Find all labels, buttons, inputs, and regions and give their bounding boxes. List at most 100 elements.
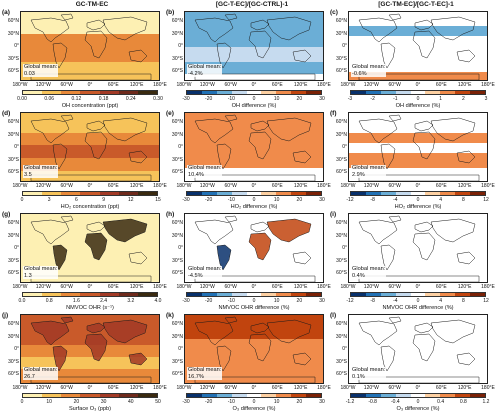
global-mean-label: Global mean:: [188, 367, 222, 374]
lon-tick-label: 120°W: [35, 82, 51, 88]
field-band: [185, 153, 323, 168]
coastline: [52, 345, 68, 372]
colorbar-tick-label: -20: [205, 197, 213, 203]
colorbar-tick-label: 4: [439, 298, 443, 304]
coastline: [388, 215, 402, 223]
coastline: [248, 131, 272, 160]
colorbar-tick-label: 30: [319, 96, 325, 102]
colorbar-swatch: [365, 394, 381, 397]
lat-tick-label: 60°S: [336, 169, 347, 175]
coastline: [128, 251, 148, 265]
lat-tick-label: 60°N: [7, 18, 19, 24]
lon-tick-label: 180°W: [176, 385, 192, 391]
colorbar-swatch: [395, 192, 411, 195]
colorbar-swatch: [470, 394, 486, 397]
colorbar-tick-label: 20: [296, 96, 303, 102]
coastline: [30, 17, 70, 43]
lon-tick-label: 180°W: [12, 82, 28, 88]
colorbar-tick-label: 0: [20, 197, 24, 203]
coastline: [456, 352, 476, 366]
colorbar-swatch: [440, 394, 456, 397]
lon-tick-label: 180°W: [12, 183, 28, 189]
colorbar-tick-label: -30: [182, 298, 190, 304]
field-band: [349, 36, 487, 52]
coastline: [216, 143, 232, 170]
coastline: [194, 275, 316, 282]
colorbar-h: [186, 292, 322, 297]
lat-tick-label: 60°N: [7, 321, 19, 327]
panel-label-a: (a): [2, 9, 10, 16]
colorbar-tick-label: -8: [370, 197, 375, 203]
colorbar-tick-label: 12: [128, 197, 134, 203]
coastline: [358, 376, 480, 383]
lon-tick-label: 120°E: [457, 284, 472, 290]
colorbar-tick-label: 50: [155, 399, 161, 405]
lon-tick-label: 60°E: [435, 82, 447, 88]
colorbar-swatch: [276, 394, 292, 397]
colorbar-tick-label: -30: [182, 197, 190, 203]
colorbar-swatch: [395, 91, 411, 94]
global-mean-value: -4.2%: [188, 70, 203, 77]
field-band: [21, 274, 159, 282]
coastline: [224, 114, 238, 122]
colorbar-swatch: [410, 91, 426, 94]
lat-tick-label: 0°: [342, 346, 347, 352]
colorbar-tick-label: 0: [416, 399, 420, 405]
lon-tick-label: 0°: [87, 183, 93, 189]
lon-tick-label: 0°: [415, 183, 421, 189]
colorbar-tick-label: 0: [252, 399, 256, 405]
lon-tick-label: 60°W: [388, 82, 401, 88]
lat-tick-label: 60°N: [7, 119, 19, 125]
coastline: [456, 150, 476, 164]
colorbar-swatch: [440, 91, 456, 94]
coastline: [194, 320, 234, 346]
colorbar-tick-label: 1: [439, 96, 443, 102]
colorbar-e: [186, 191, 322, 196]
colorbar-swatch: [42, 293, 62, 296]
field-band: [21, 34, 159, 42]
global-mean-label: Global mean:: [24, 165, 58, 172]
coastline: [216, 244, 232, 271]
colorbar-tick-label: -12: [346, 197, 354, 203]
global-mean-value: 3.5: [24, 171, 32, 178]
colorbar-tick-label: 0: [20, 399, 24, 405]
colorbar-i: [350, 292, 486, 297]
colorbar-tick-label: 10: [46, 399, 52, 405]
lat-tick-label: 60°S: [8, 68, 19, 74]
lon-tick-label: 0°: [87, 82, 93, 88]
colorbar-swatch: [137, 192, 157, 195]
column-title-3: [GC-TM-EC]/[GC-T-EC]-1: [378, 1, 454, 8]
lon-tick-label: 120°E: [293, 284, 308, 290]
coastline: [388, 13, 402, 21]
coastline: [224, 13, 238, 21]
lat-tick-label: 0°: [14, 43, 19, 49]
colorbar-swatch: [216, 91, 232, 94]
lon-tick-label: 60°W: [60, 284, 73, 290]
coastline: [292, 49, 312, 63]
colorbar-title-g: NMVOC OHR (s⁻¹): [66, 305, 114, 311]
global-mean-value: 26.7: [24, 373, 35, 380]
lat-tick-label: 60°N: [171, 119, 183, 125]
coastline: [358, 174, 480, 181]
lon-tick-label: 180°E: [481, 82, 495, 88]
colorbar-title-b: OH difference (%): [231, 103, 277, 109]
colorbar-swatch: [216, 293, 232, 296]
field-band: [185, 133, 323, 153]
colorbar-tick-label: -10: [227, 298, 235, 304]
colorbar-title-l: O₃ difference (%): [396, 406, 440, 412]
colorbar-swatch: [380, 192, 396, 195]
global-mean-label: Global mean:: [24, 367, 58, 374]
map-panel-b: Global mean: -4.2%: [184, 11, 324, 81]
colorbar-swatch: [137, 394, 157, 397]
colorbar-swatch: [99, 394, 119, 397]
lon-tick-label: 60°E: [435, 183, 447, 189]
coastline: [266, 218, 312, 243]
coastline: [248, 333, 272, 362]
column-title-2: [GC-T-EC]/[GC-CTRL]-1: [215, 1, 289, 8]
colorbar-tick-label: -30: [182, 96, 190, 102]
panel-label-b: (b): [166, 9, 175, 16]
lon-tick-label: 120°W: [363, 183, 379, 189]
colorbar-swatch: [395, 394, 411, 397]
global-mean-b: Global mean: -4.2%: [187, 64, 223, 77]
colorbar-swatch: [470, 192, 486, 195]
